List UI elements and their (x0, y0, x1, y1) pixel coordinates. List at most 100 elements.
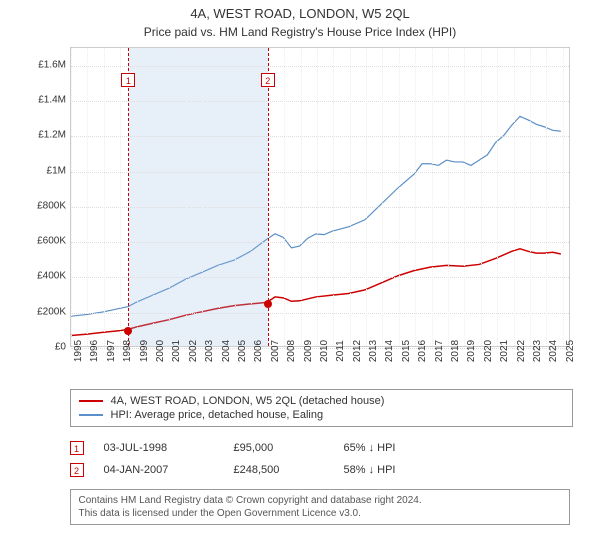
x-axis-label: 2022 (516, 340, 527, 362)
x-axis-label: 2008 (286, 340, 297, 362)
y-axis-label: £1.4M (22, 94, 66, 105)
y-axis-label: £0 (22, 342, 66, 353)
gridline-x (104, 48, 105, 346)
gridline-x (530, 48, 531, 346)
x-axis-label: 1997 (106, 340, 117, 362)
y-axis-label: £200K (22, 306, 66, 317)
plot-region: 12 (70, 47, 570, 347)
gridline-x (563, 48, 564, 346)
shaded-ownership-region (128, 48, 267, 346)
x-axis-label: 2000 (155, 340, 166, 362)
x-axis-label: 2005 (237, 340, 248, 362)
sale-marker-line (128, 48, 129, 346)
x-axis-label: 2020 (483, 340, 494, 362)
chart-area: 12 £0£200K£400K£600K£800K£1M£1.2M£1.4M£1… (20, 47, 580, 377)
x-axis-label: 2019 (466, 340, 477, 362)
gridline-x (301, 48, 302, 346)
gridline-x (464, 48, 465, 346)
gridline-x (251, 48, 252, 346)
x-axis-label: 2006 (253, 340, 264, 362)
gridline-x (448, 48, 449, 346)
x-axis-label: 2004 (221, 340, 232, 362)
gridline-x (366, 48, 367, 346)
y-axis-label: £1.6M (22, 59, 66, 70)
gridline-x (432, 48, 433, 346)
legend-label: 4A, WEST ROAD, LONDON, W5 2QL (detached … (111, 395, 385, 407)
gridline-x (202, 48, 203, 346)
sale-price: £95,000 (234, 442, 324, 454)
gridline-y (71, 242, 569, 243)
x-axis-label: 1998 (122, 340, 133, 362)
x-axis-label: 2003 (204, 340, 215, 362)
gridline-y (71, 313, 569, 314)
x-axis-label: 2024 (548, 340, 559, 362)
gridline-y (71, 277, 569, 278)
sale-marker-dot (264, 300, 272, 308)
y-axis-label: £1.2M (22, 130, 66, 141)
x-axis-label: 2010 (319, 340, 330, 362)
gridline-x (219, 48, 220, 346)
gridline-x (186, 48, 187, 346)
sale-row: 204-JAN-2007£248,50058% ↓ HPI (70, 459, 570, 481)
gridline-y (71, 207, 569, 208)
legend-box: 4A, WEST ROAD, LONDON, W5 2QL (detached … (70, 389, 573, 427)
sale-row-marker: 1 (70, 441, 84, 455)
gridline-x (350, 48, 351, 346)
gridline-x (120, 48, 121, 346)
y-axis-label: £600K (22, 236, 66, 247)
gridline-x (169, 48, 170, 346)
gridline-x (317, 48, 318, 346)
x-axis-label: 1995 (73, 340, 84, 362)
gridline-x (71, 48, 72, 346)
sale-date: 03-JUL-1998 (104, 442, 214, 454)
gridline-y (71, 172, 569, 173)
gridline-x (415, 48, 416, 346)
y-axis-label: £1M (22, 165, 66, 176)
footer-line-1: Contains HM Land Registry data © Crown c… (79, 494, 561, 507)
sale-date: 04-JAN-2007 (104, 464, 214, 476)
x-axis-label: 2021 (499, 340, 510, 362)
x-axis-label: 2011 (335, 340, 346, 362)
legend: 4A, WEST ROAD, LONDON, W5 2QL (detached … (28, 389, 573, 525)
gridline-x (87, 48, 88, 346)
sale-row: 1 03-JUL-1998 £95,000 65% ↓ HPI (70, 437, 570, 459)
x-axis-label: 1999 (139, 340, 150, 362)
legend-item: 4A, WEST ROAD, LONDON, W5 2QL (detached … (79, 394, 564, 408)
x-axis-label: 2009 (303, 340, 314, 362)
gridline-y (71, 66, 569, 67)
gridline-x (284, 48, 285, 346)
gridline-x (497, 48, 498, 346)
x-axis-label: 2023 (532, 340, 543, 362)
gridline-x (235, 48, 236, 346)
sale-row-marker: 2 (70, 463, 84, 477)
gridline-x (481, 48, 482, 346)
gridline-x (514, 48, 515, 346)
x-axis-label: 2017 (434, 340, 445, 362)
chart-title: 4A, WEST ROAD, LONDON, W5 2QL (190, 6, 409, 21)
y-axis-label: £800K (22, 200, 66, 211)
legend-swatch (79, 400, 103, 402)
x-axis-label: 1996 (89, 340, 100, 362)
x-axis-label: 2013 (368, 340, 379, 362)
gridline-x (137, 48, 138, 346)
x-axis-label: 2001 (171, 340, 182, 362)
x-axis-label: 2007 (270, 340, 281, 362)
sale-marker-dot (124, 327, 132, 335)
gridline-x (399, 48, 400, 346)
gridline-y (71, 101, 569, 102)
gridline-y (71, 136, 569, 137)
legend-item: HPI: Average price, detached house, Eali… (79, 408, 564, 422)
gridline-x (333, 48, 334, 346)
x-axis-label: 2025 (565, 340, 576, 362)
gridline-x (153, 48, 154, 346)
x-axis-label: 2016 (417, 340, 428, 362)
legend-label: HPI: Average price, detached house, Eali… (111, 409, 324, 421)
x-axis-label: 2014 (384, 340, 395, 362)
gridline-x (546, 48, 547, 346)
legend-swatch (79, 414, 103, 416)
sale-marker-box: 1 (121, 73, 135, 87)
sale-marker-box: 2 (261, 73, 275, 87)
gridline-x (382, 48, 383, 346)
chart-container: 4A, WEST ROAD, LONDON, W5 2QL Price paid… (0, 0, 600, 560)
sale-hpi-diff: 65% ↓ HPI (344, 442, 464, 454)
